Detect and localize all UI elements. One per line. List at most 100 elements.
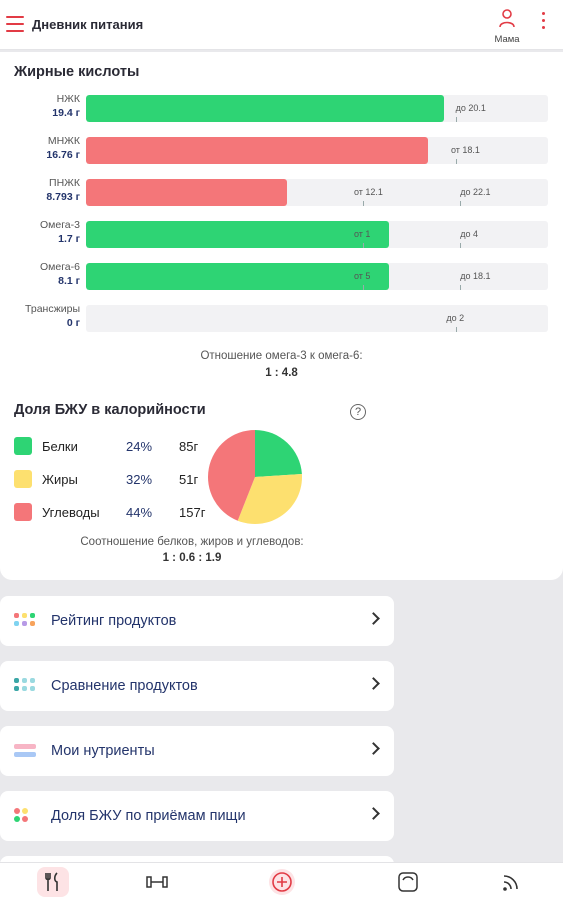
- fatty-acid-row: Трансжиры 0 г до 2: [0, 301, 563, 333]
- bju-ratio-value: 1 : 0.6 : 1.9: [162, 552, 222, 564]
- fatty-acid-bar-fill: [86, 179, 287, 206]
- fatty-acid-bar-track: от 5 до 18.1: [86, 263, 548, 290]
- bju-legend-row: Углеводы 44% 157г: [14, 502, 206, 522]
- nutrients-icon: [14, 743, 36, 759]
- legend-swatch: [14, 470, 32, 488]
- chevron-right-icon: [367, 807, 380, 820]
- norm-label: до 20.1: [455, 103, 486, 113]
- scale-icon: [398, 872, 418, 892]
- fatty-acid-bar-track: до 20.1: [86, 95, 548, 122]
- app-title: Дневник питания: [32, 17, 144, 32]
- norm-label: от 12.1: [353, 187, 383, 197]
- norm-tick: [460, 243, 462, 248]
- norm-label: до 4: [460, 229, 478, 239]
- norm-label: до 2: [446, 313, 465, 323]
- fatty-acid-name: ПНЖК: [49, 177, 80, 189]
- fatty-acid-bar-fill: [86, 221, 389, 248]
- fatty-acid-value: 1.7 г: [58, 233, 80, 245]
- fork-knife-icon: [45, 872, 58, 891]
- norm-tick: [460, 285, 462, 290]
- legend-grams: 157г: [179, 505, 206, 520]
- nutrition-card: Жирные кислоты НЖК 19.4 г до 20.1 МНЖК 16.76…: [0, 52, 563, 580]
- norm-label: от 5: [353, 271, 371, 281]
- menu-item-label: Рейтинг продуктов: [51, 613, 177, 629]
- meals-icon: [14, 808, 36, 824]
- menu-icon[interactable]: [6, 16, 24, 32]
- legend-label: Углеводы: [42, 505, 100, 520]
- bottom-navigation: [0, 862, 563, 900]
- bju-pie-chart: [208, 430, 302, 524]
- fatty-acid-name: НЖК: [56, 93, 80, 105]
- norm-tick: [363, 201, 365, 206]
- legend-label: Белки: [42, 439, 78, 454]
- legend-grams: 51г: [179, 472, 199, 487]
- add-circle-icon: [269, 869, 295, 895]
- omega-ratio-caption: Отношение омега-3 к омега-6:: [200, 350, 363, 362]
- fatty-acid-row: Омега-3 1.7 г от 1 до 4: [0, 217, 563, 249]
- nav-diary-button[interactable]: [37, 867, 69, 897]
- nav-weight-button[interactable]: [392, 867, 424, 897]
- fatty-acid-bar-track: от 18.1: [86, 137, 548, 164]
- legend-label: Жиры: [42, 472, 78, 487]
- fatty-acid-row: МНЖК 16.76 г от 18.1: [0, 133, 563, 165]
- bju-legend-row: Белки 24% 85г: [14, 436, 204, 456]
- user-icon: [499, 9, 515, 28]
- legend-swatch: [14, 437, 32, 455]
- menu-item-my-nutrients[interactable]: Мои нутриенты: [0, 726, 394, 776]
- fatty-acid-value: 8.1 г: [58, 275, 80, 287]
- app-header: Дневник питания Мама: [0, 0, 563, 50]
- user-name: Мама: [494, 34, 520, 45]
- norm-tick: [363, 243, 365, 248]
- norm-tick: [455, 327, 457, 332]
- norm-tick: [363, 285, 365, 290]
- help-icon[interactable]: ?: [350, 404, 366, 420]
- legend-percent: 24%: [126, 439, 153, 454]
- user-profile-button[interactable]: Мама: [488, 8, 526, 45]
- fatty-acid-value: 8.793 г: [46, 191, 80, 203]
- menu-item-label: Доля БЖУ по приёмам пищи: [51, 808, 246, 824]
- fatty-acid-row: Омега-6 8.1 г от 5 до 18.1: [0, 259, 563, 291]
- norm-label: от 1: [353, 229, 371, 239]
- rating-icon: [14, 613, 36, 629]
- chevron-right-icon: [367, 742, 380, 755]
- fatty-acid-name: МНЖК: [47, 135, 80, 147]
- fatty-acid-value: 16.76 г: [46, 149, 80, 161]
- fatty-acid-bar-track: от 12.1 до 22.1: [86, 179, 548, 206]
- fatty-acid-value: 0 г: [66, 317, 80, 329]
- bju-ratio-caption: Соотношение белков, жиров и углеводов:: [80, 536, 304, 548]
- fatty-acid-name: Омега-6: [39, 261, 80, 273]
- pie-slice-1: [237, 474, 302, 524]
- legend-swatch: [14, 503, 32, 521]
- nav-feed-button[interactable]: [496, 867, 528, 897]
- fatty-acid-value: 19.4 г: [52, 107, 80, 119]
- comparison-icon: [14, 678, 36, 694]
- menu-item-product-rating[interactable]: Рейтинг продуктов: [0, 596, 394, 646]
- norm-label: до 22.1: [460, 187, 491, 197]
- fatty-acid-row: НЖК 19.4 г до 20.1: [0, 91, 563, 123]
- legend-percent: 44%: [126, 505, 153, 520]
- menu-item-product-comparison[interactable]: Сравнение продуктов: [0, 661, 394, 711]
- menu-item-bju-by-meals[interactable]: Доля БЖУ по приёмам пищи: [0, 791, 394, 841]
- norm-label: до 18.1: [460, 271, 491, 281]
- fatty-acid-bar-track: до 2: [86, 305, 548, 332]
- more-options-icon[interactable]: [536, 12, 550, 38]
- fatty-acid-bar-fill: [86, 137, 428, 164]
- dumbbell-icon: [146, 876, 168, 888]
- bju-title: Доля БЖУ в калорийности: [14, 402, 206, 418]
- norm-tick: [455, 159, 457, 164]
- nav-add-button[interactable]: [262, 867, 302, 897]
- fatty-acid-name: Трансжиры: [25, 303, 80, 315]
- fatty-acid-bar-fill: [86, 95, 445, 122]
- norm-tick: [460, 201, 462, 206]
- chevron-right-icon: [367, 612, 380, 625]
- norm-label: от 18.1: [450, 145, 480, 155]
- pie-slice-0: [255, 430, 302, 477]
- legend-percent: 32%: [126, 472, 153, 487]
- fatty-acid-name: Омега-3: [39, 219, 80, 231]
- chevron-right-icon: [367, 677, 380, 690]
- norm-tick: [455, 117, 457, 122]
- fatty-acid-row: ПНЖК 8.793 г от 12.1 до 22.1: [0, 175, 563, 207]
- omega-ratio-value: 1 : 4.8: [265, 367, 298, 379]
- legend-grams: 85г: [179, 439, 199, 454]
- nav-workout-button[interactable]: [141, 867, 173, 897]
